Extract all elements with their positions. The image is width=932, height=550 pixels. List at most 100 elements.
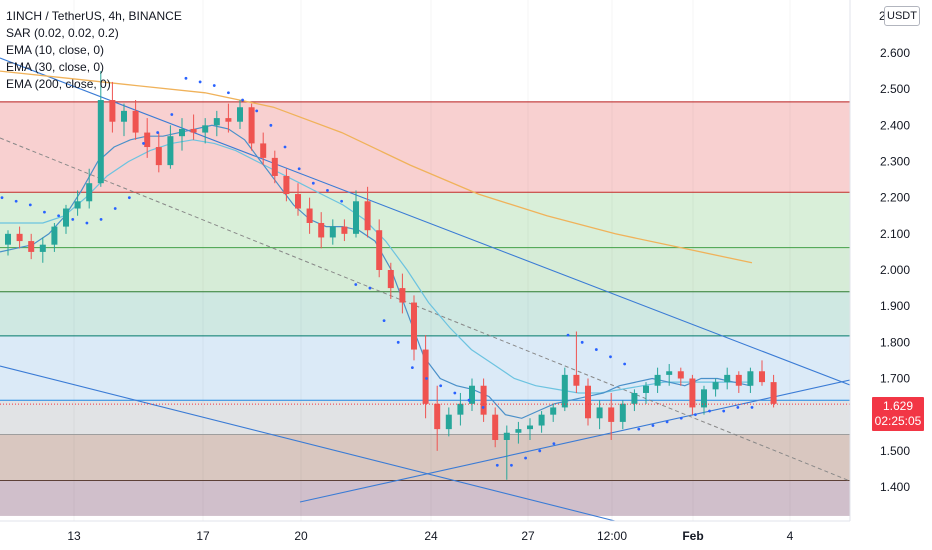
candle[interactable] (770, 374, 777, 408)
candle-body (306, 208, 313, 223)
candle[interactable] (724, 367, 731, 390)
candle[interactable] (295, 183, 301, 216)
descending-trendline-upper[interactable] (0, 57, 851, 386)
candle[interactable] (573, 331, 580, 393)
candle[interactable] (434, 385, 441, 451)
candle[interactable] (283, 168, 290, 202)
candle[interactable] (387, 262, 394, 299)
candle-body (190, 128, 197, 133)
candle[interactable] (747, 367, 754, 393)
candle[interactable] (306, 197, 313, 234)
candle[interactable] (712, 378, 719, 397)
candle[interactable] (469, 378, 475, 412)
candle[interactable] (144, 118, 151, 158)
candle[interactable] (608, 392, 615, 440)
candle[interactable] (5, 230, 11, 256)
candle-body (550, 407, 557, 415)
candle[interactable] (480, 378, 487, 422)
candle[interactable] (341, 219, 348, 242)
candle[interactable] (329, 219, 336, 245)
candle[interactable] (51, 222, 58, 252)
candle[interactable] (759, 360, 765, 386)
candle[interactable] (515, 421, 522, 444)
candle[interactable] (109, 81, 116, 133)
candle[interactable] (492, 407, 499, 448)
candle[interactable] (97, 71, 104, 187)
legend-ema200[interactable]: EMA (200, close, 0) (6, 77, 111, 91)
descending-trendline-lower[interactable] (0, 365, 616, 522)
candle[interactable] (28, 233, 35, 260)
candle[interactable] (121, 103, 127, 137)
sar-dot (156, 131, 160, 134)
candle[interactable] (457, 392, 464, 426)
dashed-trendline[interactable] (0, 137, 851, 482)
sar-dot (127, 196, 131, 200)
candle[interactable] (399, 273, 406, 314)
candle[interactable] (445, 407, 452, 437)
candle[interactable] (63, 204, 69, 234)
candle[interactable] (202, 118, 209, 144)
candle[interactable] (643, 382, 649, 404)
candle[interactable] (701, 385, 707, 415)
candle[interactable] (248, 103, 255, 151)
candle[interactable] (550, 403, 557, 422)
candle[interactable] (527, 418, 533, 440)
price-axis[interactable]: 2.600 2.500 2.400 2.300 2.200 2.100 2.000 1.900… (880, 46, 910, 494)
candle[interactable] (376, 219, 383, 278)
ascending-trendline[interactable] (299, 379, 851, 503)
sar-dot (651, 424, 655, 427)
candle[interactable] (16, 226, 23, 249)
candle[interactable] (318, 212, 325, 249)
price-tick-label: 1.900 (880, 299, 910, 313)
horizontal-levels[interactable] (0, 101, 850, 481)
legend-sar[interactable]: SAR (0.02, 0.02, 0.2) (6, 26, 119, 40)
price-tick-label: 2.300 (880, 155, 910, 169)
candle[interactable] (411, 295, 417, 361)
time-axis[interactable]: 13 17 20 24 27 12:00 Feb 4 (67, 529, 793, 543)
candle[interactable] (677, 367, 684, 386)
candle[interactable] (237, 100, 243, 129)
candle[interactable] (86, 168, 93, 209)
currency-unit-button[interactable]: USDT (884, 6, 920, 26)
sar-dot (297, 167, 301, 171)
candle[interactable] (666, 364, 673, 386)
candle[interactable] (364, 186, 371, 238)
candle[interactable] (155, 132, 162, 173)
candle[interactable] (132, 100, 139, 140)
candle[interactable] (179, 118, 185, 151)
candle[interactable] (271, 150, 278, 184)
candle-body (735, 374, 742, 386)
sar-dot (580, 340, 584, 344)
candles[interactable] (5, 71, 777, 480)
candle-body (724, 374, 731, 383)
candle[interactable] (689, 374, 696, 415)
candle[interactable] (39, 237, 46, 263)
sar-dot (396, 340, 400, 344)
symbol-title[interactable]: 1INCH / TetherUS, 4h, BINANCE (6, 9, 182, 23)
trend-lines[interactable] (0, 57, 851, 522)
legend-ema10[interactable]: EMA (10, close, 0) (6, 43, 105, 57)
price-tick-label: 2.500 (880, 82, 910, 96)
candle[interactable] (260, 132, 267, 166)
legend-ema30[interactable]: EMA (30, close, 0) (6, 60, 105, 74)
candle[interactable] (538, 411, 545, 433)
candle[interactable] (213, 110, 220, 137)
candle[interactable] (167, 125, 174, 169)
candle[interactable] (619, 400, 626, 430)
candle[interactable] (225, 103, 232, 133)
sar-dot (142, 142, 145, 145)
candle-body (492, 414, 499, 440)
candle[interactable] (596, 400, 603, 430)
candle[interactable] (735, 371, 742, 393)
candle-body (283, 175, 290, 195)
candle[interactable] (353, 190, 359, 238)
candle[interactable] (422, 335, 429, 419)
candle[interactable] (631, 389, 638, 412)
sar-dot (736, 406, 740, 409)
candle[interactable] (190, 114, 197, 140)
candle[interactable] (585, 378, 591, 426)
candle[interactable] (74, 190, 81, 216)
candle[interactable] (654, 367, 661, 393)
candle[interactable] (503, 425, 510, 480)
